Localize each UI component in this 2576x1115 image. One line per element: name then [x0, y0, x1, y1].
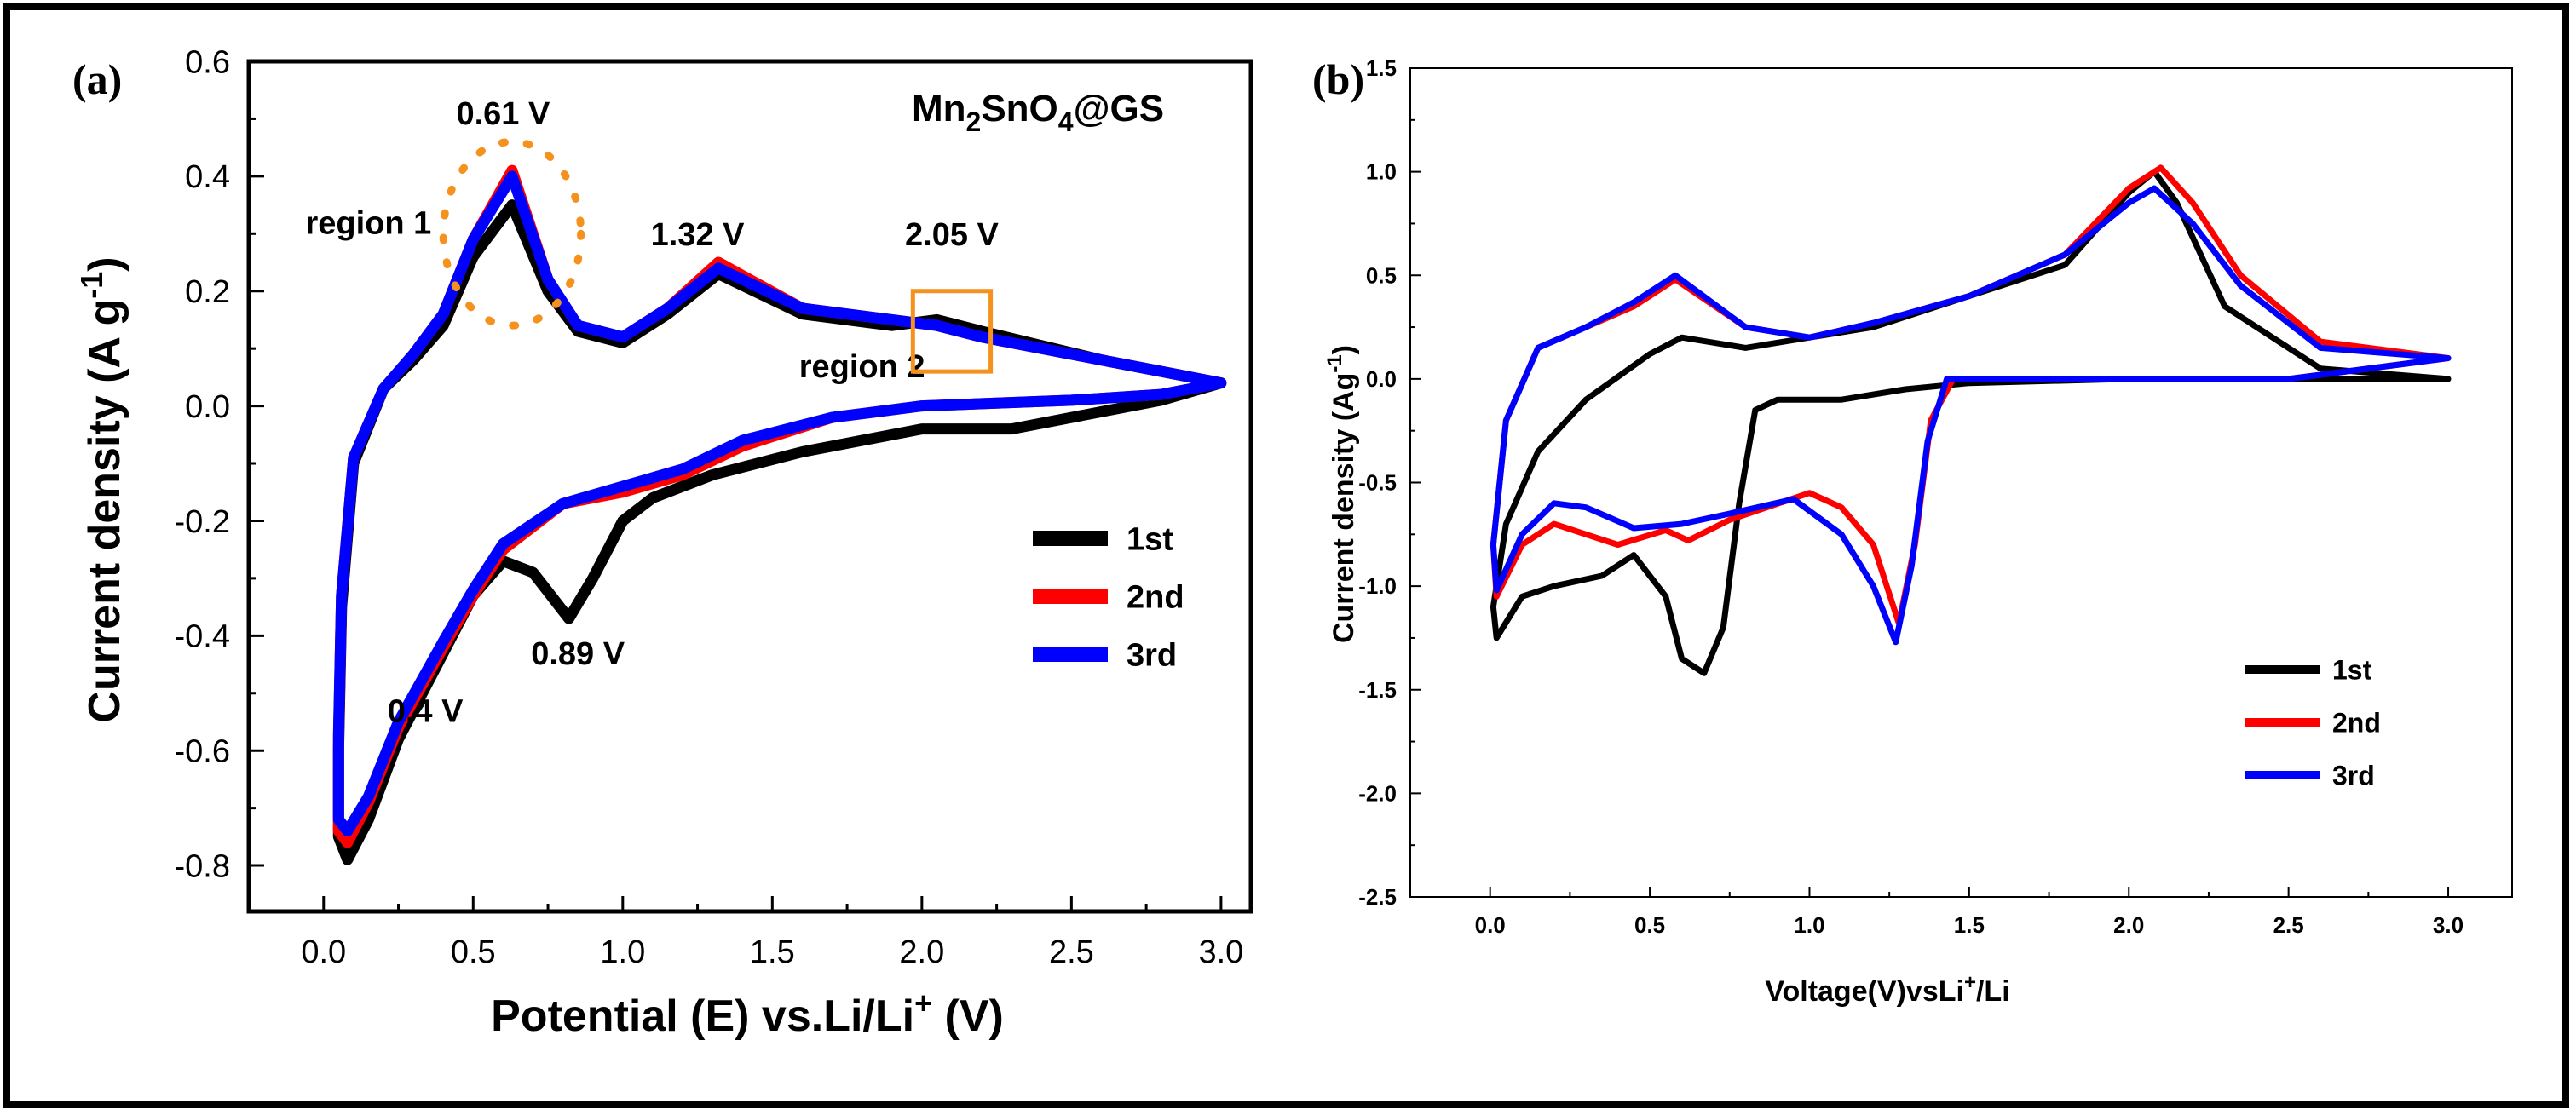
panel-b-xlabel: Voltage(V)vsLi+/Li — [1765, 971, 2009, 1008]
panel-a: (a) 0.0 0.5 1.0 1.5 2.0 2.5 3.0 0.6 0.4 0.2 0.0 -0.… — [72, 44, 1253, 1041]
pa-ytick-label: -0.4 — [175, 619, 230, 655]
pa-ytick-label: -0.2 — [175, 504, 230, 540]
pb-xtick-label: 1.5 — [1954, 912, 1985, 938]
panel-a-annotations: 0.61 V region 1 1.32 V 2.05 V region 2 0.89 V… — [306, 96, 1000, 729]
pa-xtick-label: 1.0 — [600, 934, 645, 970]
pa-series-3rd — [332, 170, 1227, 837]
figure-frame — [3, 3, 2569, 1108]
pb-ytick-label: 1.5 — [1366, 55, 1397, 81]
pa-xtick-label: 2.5 — [1049, 934, 1094, 970]
panel-b-series — [1490, 164, 2452, 676]
pa-xtick-label: 1.5 — [750, 934, 795, 970]
panel-a-xlabel: Potential (E) vs.Li/Li+ (V) — [491, 986, 1004, 1041]
panel-b-label: (b) — [1312, 55, 1364, 103]
panel-a-ylabel: Current density (A g-1) — [74, 256, 130, 722]
panel-a-annotation-region-1: region 1 — [306, 205, 432, 241]
panel-a-annotation-2-05-v: 2.05 V — [905, 217, 1000, 253]
pb-ytick-label: -1.5 — [1358, 677, 1397, 703]
panel-a-series — [332, 164, 1227, 865]
pa-legend-label-2nd: 2nd — [1127, 580, 1184, 616]
panel-b-ylabel: Current density (Ag-1) — [1323, 345, 1360, 643]
panel-a-label: (a) — [72, 55, 122, 103]
pb-ytick-label: -1.0 — [1358, 573, 1397, 599]
pa-xtick-label: 2.0 — [899, 934, 944, 970]
pb-ytick-label: 1.0 — [1366, 159, 1397, 185]
pb-ytick-label: 0.0 — [1366, 366, 1397, 392]
pa-legend-label-3rd: 3rd — [1127, 638, 1177, 674]
pb-legend-label-1st: 1st — [2332, 655, 2372, 686]
pb-ytick-label: -2.0 — [1358, 780, 1397, 806]
panel-a-annotation-0-61-v: 0.61 V — [456, 96, 550, 132]
panel-b-ticks: 0.0 0.5 1.0 1.5 2.0 2.5 3.0 1.5 1.0 0.5 0.0 -0.5 -1.… — [1358, 55, 2464, 938]
pb-legend-label-3rd: 3rd — [2332, 761, 2375, 791]
pa-ytick-label: 0.2 — [185, 274, 230, 310]
pb-ytick-label: -2.5 — [1358, 884, 1397, 910]
pa-ytick-label: 0.6 — [185, 44, 230, 80]
pa-xtick-label: 0.5 — [451, 934, 496, 970]
pb-xtick-label: 2.0 — [2113, 912, 2144, 938]
panel-a-legend: 1st 2nd 3rd — [1033, 522, 1184, 674]
pb-xtick-label: 0.5 — [1634, 912, 1665, 938]
pb-xtick-label: 0.0 — [1475, 912, 1506, 938]
panel-a-annotation-1-32-v: 1.32 V — [651, 217, 746, 253]
panel-a-ticks: 0.0 0.5 1.0 1.5 2.0 2.5 3.0 0.6 0.4 0.2 0.0 -0.2 -0.… — [175, 44, 1244, 970]
pa-xtick-label: 3.0 — [1198, 934, 1243, 970]
panel-a-annotation-region-2: region 2 — [799, 349, 925, 385]
panel-b-legend: 1st 2nd 3rd — [2245, 655, 2381, 791]
pb-xtick-label: 2.5 — [2273, 912, 2304, 938]
pa-legend-label-1st: 1st — [1127, 522, 1173, 558]
panel-a-annotation-0-4-v: 0.4 V — [388, 693, 464, 729]
panel-a-title: Mn2SnO4@GS — [912, 88, 1164, 137]
pb-ytick-label: -0.5 — [1358, 470, 1397, 496]
pa-ytick-label: 0.4 — [185, 159, 230, 195]
pb-series-3rd — [1490, 185, 2452, 646]
pb-series-1st — [1490, 169, 2452, 676]
panel-b: (b) 0.0 0.5 1.0 1.5 2.0 2.5 3.0 1.5 1.0 0.5 0.0 -0.… — [1312, 55, 2513, 1008]
pa-ytick-label: 0.0 — [185, 389, 230, 425]
pb-legend-label-2nd: 2nd — [2332, 708, 2381, 739]
pa-ytick-label: -0.6 — [175, 733, 230, 769]
panel-a-region-2-highlight-box — [910, 289, 994, 374]
panel-a-region-1-highlight-circle — [439, 137, 585, 330]
pb-xtick-label: 1.0 — [1794, 912, 1824, 938]
pb-xtick-label: 3.0 — [2433, 912, 2464, 938]
panel-a-plot-frame — [246, 59, 1253, 914]
panel-a-annotation-0-89-v: 0.89 V — [531, 636, 625, 672]
pb-ytick-label: 0.5 — [1366, 262, 1397, 288]
pa-ytick-label: -0.8 — [175, 848, 230, 884]
pa-xtick-label: 0.0 — [301, 934, 346, 970]
